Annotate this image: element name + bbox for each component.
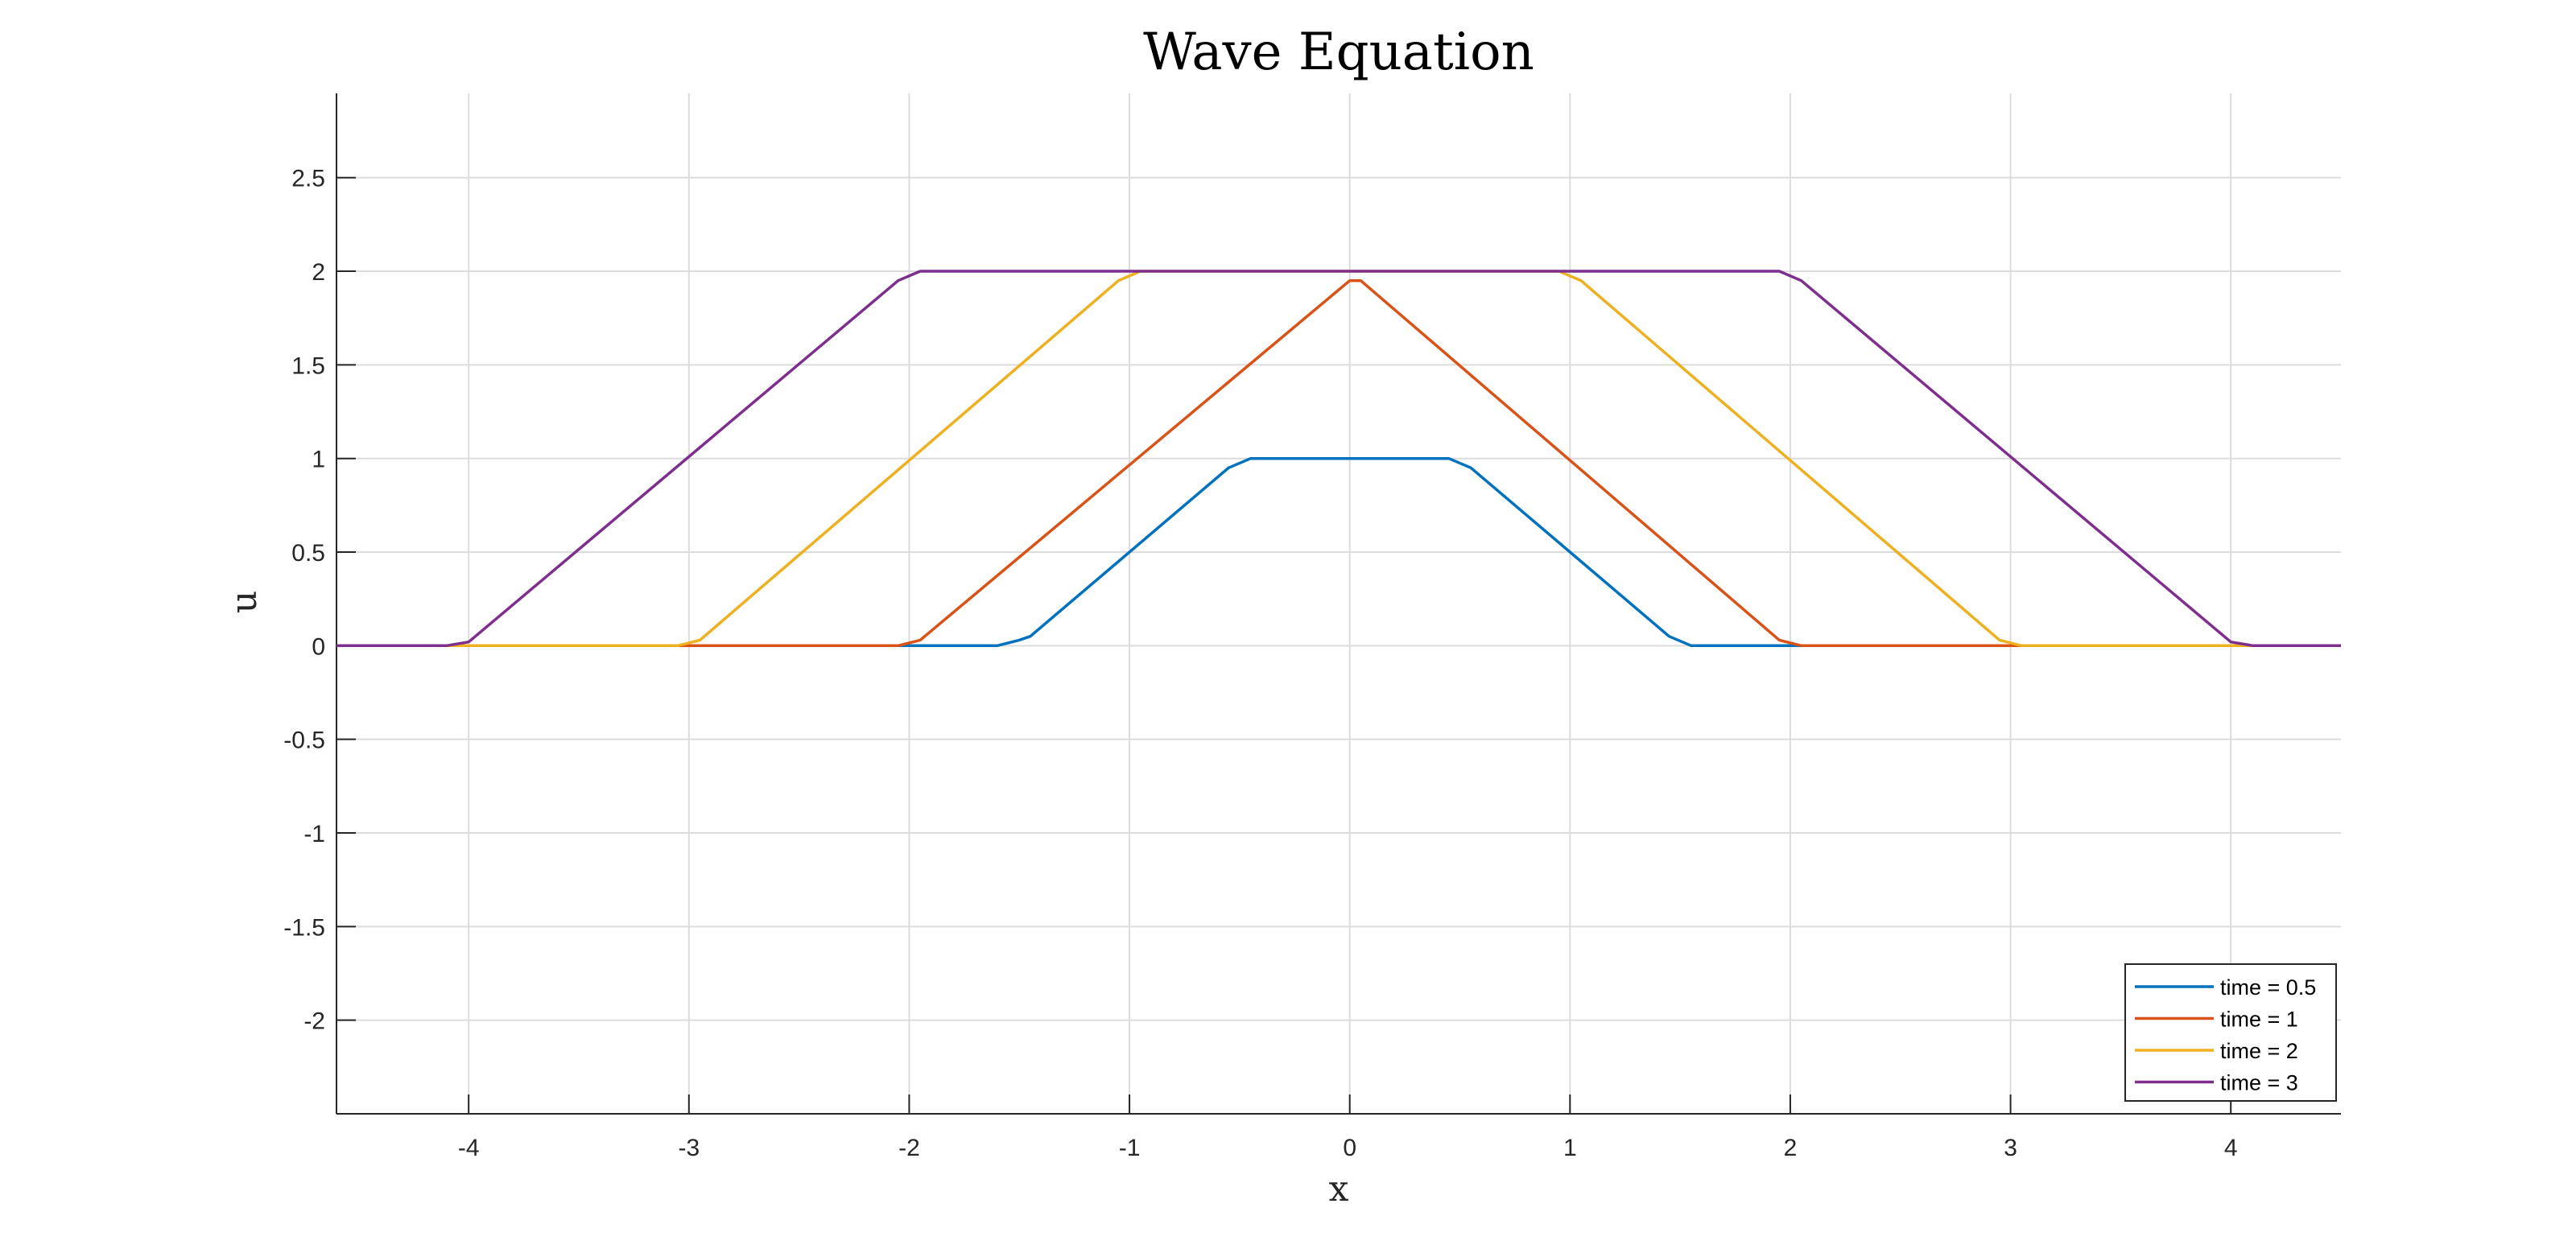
y-tick-label: -0.5 [283,728,325,754]
y-tick-label: 1.5 [291,352,325,379]
x-tick-label: -4 [458,1135,480,1161]
x-tick-label: -2 [898,1135,920,1161]
legend-label: time = 3 [2220,1071,2298,1095]
y-tick-label: -1.5 [283,914,325,941]
chart-title: Wave Equation [1143,23,1534,82]
plot-lines [336,270,2341,648]
x-tick-label: 2 [1784,1135,1798,1161]
x-tick-label: 0 [1343,1135,1356,1161]
x-tick-label: -3 [678,1135,700,1161]
y-tick-label: -2 [303,1008,325,1035]
x-axis-label: x [1329,1169,1349,1210]
legend: time = 0.5 time = 1 time = 2 time = 3 [2124,963,2337,1102]
legend-label: time = 2 [2220,1039,2298,1063]
series-line-4 [336,270,2341,648]
legend-label: time = 0.5 [2220,975,2316,1000]
series-line-2 [336,278,2341,648]
y-tick-label: 0 [312,633,325,660]
y-tick-label: 0.5 [291,540,325,567]
x-tick-label: 4 [2224,1135,2238,1161]
legend-label: time = 1 [2220,1008,2298,1032]
y-tick-label: 2 [312,259,325,286]
series-line-1 [336,456,2341,648]
y-axis-label: u [224,591,265,613]
y-tick-label: 2.5 [291,166,325,192]
x-tick-label: -1 [1119,1135,1141,1161]
y-tick-label: -1 [303,821,325,847]
axes: -4 -3 -2 -1 0 1 2 3 4 2.5 2 1.5 1 0.5 0 -0.5 -1 -1.5 -2 [283,93,2341,1161]
x-tick-label: 1 [1563,1135,1577,1161]
y-tick-label: 1 [312,447,325,473]
x-tick-label: 3 [2004,1135,2017,1161]
